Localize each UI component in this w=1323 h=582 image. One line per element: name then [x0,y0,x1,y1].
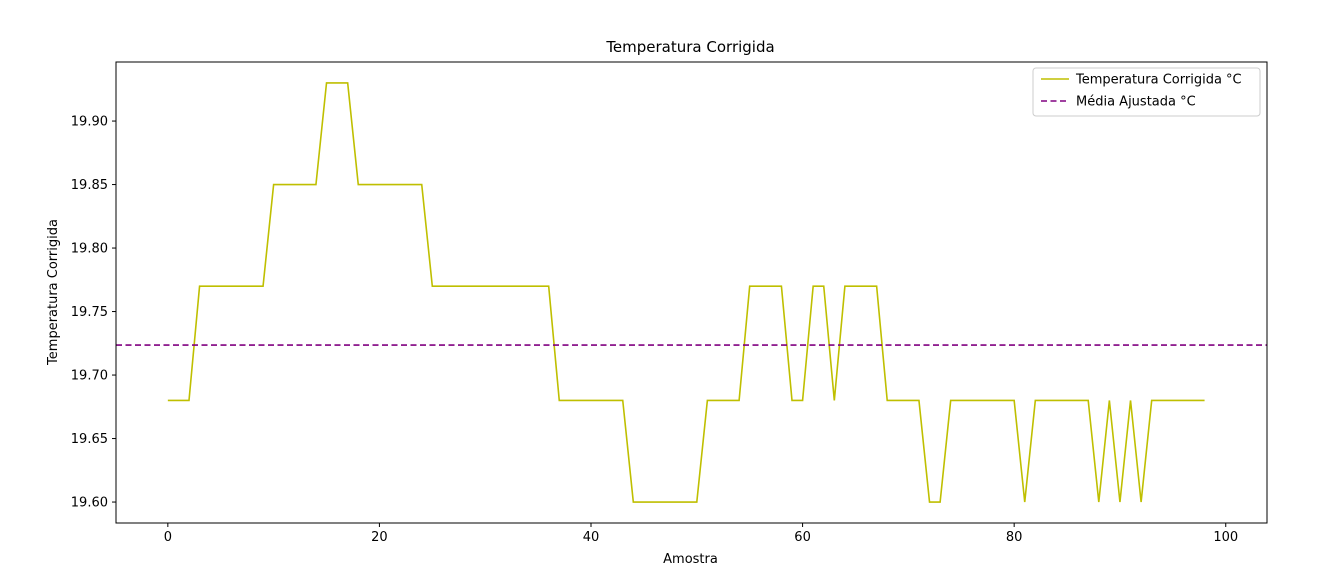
axes: 0 20 40 60 80 100 19.60 19.65 19.70 19.75 19.80 19.… [71,61,1268,545]
x-tick-label: 0 [164,530,172,545]
x-tick-label: 80 [1006,530,1023,545]
y-tick-label: 19.75 [71,305,108,320]
y-tick-label: 19.65 [71,432,108,447]
x-tick-label: 60 [794,530,811,545]
y-tick-label: 19.80 [71,242,108,257]
x-tick-label: 40 [583,530,600,545]
x-tick-label: 100 [1213,530,1238,545]
legend-label: Média Ajustada °C [1076,95,1196,110]
y-tick-label: 19.90 [71,115,108,130]
chart-title: Temperatura Corrigida [605,38,774,56]
x-axis-label: Amostra [663,552,718,567]
x-tick-label: 20 [371,530,388,545]
axes-frame [115,61,1268,524]
legend-box [1032,67,1261,117]
temperature-series-line [167,82,1205,503]
legend-label: Temperatura Corrigida °C [1075,73,1242,88]
y-axis-label: Temperatura Corrigida [46,219,61,366]
y-tick-label: 19.85 [71,178,108,193]
legend: Temperatura Corrigida °C Média Ajustada °… [1032,67,1261,117]
plot-area [116,82,1267,503]
y-tick-label: 19.70 [71,369,108,384]
y-tick-label: 19.60 [71,496,108,511]
